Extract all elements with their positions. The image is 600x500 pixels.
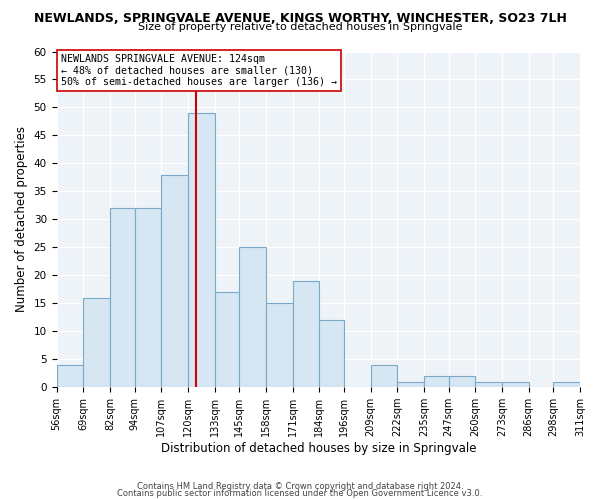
Bar [293,281,319,387]
Text: Size of property relative to detached houses in Springvale: Size of property relative to detached ho… [138,22,462,32]
Text: Contains HM Land Registry data © Crown copyright and database right 2024.: Contains HM Land Registry data © Crown c… [137,482,463,491]
Bar [449,376,475,387]
Text: NEWLANDS, SPRINGVALE AVENUE, KINGS WORTHY, WINCHESTER, SO23 7LH: NEWLANDS, SPRINGVALE AVENUE, KINGS WORTH… [34,12,566,26]
Bar [188,113,215,387]
Bar [553,382,580,387]
Bar [424,376,449,387]
Text: Contains public sector information licensed under the Open Government Licence v3: Contains public sector information licen… [118,490,482,498]
Bar [134,208,161,387]
Bar [161,174,188,387]
Bar [502,382,529,387]
Bar [56,365,83,387]
Y-axis label: Number of detached properties: Number of detached properties [15,126,28,312]
X-axis label: Distribution of detached houses by size in Springvale: Distribution of detached houses by size … [161,442,476,455]
Bar [319,320,344,387]
Bar [266,304,293,387]
Bar [475,382,502,387]
Bar [110,208,134,387]
Text: NEWLANDS SPRINGVALE AVENUE: 124sqm
← 48% of detached houses are smaller (130)
50: NEWLANDS SPRINGVALE AVENUE: 124sqm ← 48%… [61,54,337,88]
Bar [397,382,424,387]
Bar [371,365,397,387]
Bar [215,292,239,387]
Bar [239,248,266,387]
Bar [83,298,110,387]
